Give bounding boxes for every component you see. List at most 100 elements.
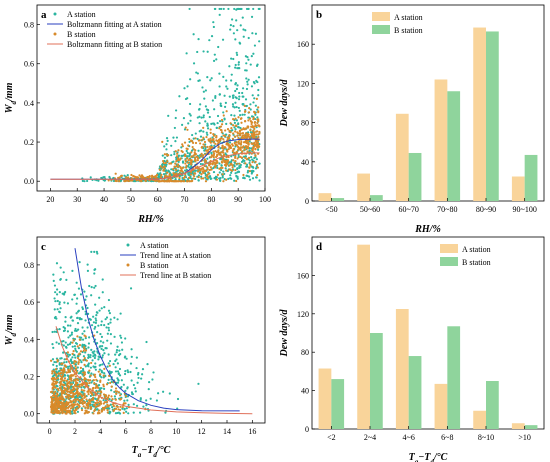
a-station-point bbox=[132, 383, 136, 387]
a-station-point bbox=[213, 7, 217, 11]
a-station-point bbox=[216, 114, 220, 118]
bar-a-station bbox=[473, 27, 486, 202]
b-station-point bbox=[108, 364, 111, 367]
a-station-point bbox=[235, 8, 238, 11]
a-station-point bbox=[186, 85, 189, 88]
b-station-point bbox=[209, 137, 212, 140]
b-station-point bbox=[63, 398, 66, 402]
b-station-point bbox=[77, 385, 80, 388]
legend-label: B station bbox=[394, 26, 423, 35]
a-station-point bbox=[215, 176, 218, 179]
b-station-point bbox=[240, 156, 244, 159]
b-station-point bbox=[174, 162, 177, 165]
bar-a-station bbox=[511, 176, 525, 201]
b-station-point bbox=[124, 176, 128, 179]
a-station-point bbox=[205, 131, 208, 134]
b-station-point bbox=[223, 134, 226, 137]
b-station-point bbox=[52, 382, 55, 385]
b-station-point bbox=[167, 154, 170, 157]
b-station-point bbox=[110, 395, 113, 398]
b-station-point bbox=[190, 151, 193, 154]
b-station-point bbox=[247, 111, 251, 114]
a-station-point bbox=[103, 306, 106, 309]
a-station-point bbox=[131, 392, 134, 396]
a-station-point bbox=[234, 63, 237, 67]
panel-a-y-tick-label: 0.4 bbox=[24, 99, 34, 108]
a-station-point bbox=[109, 332, 112, 336]
a-station-point bbox=[101, 345, 104, 348]
b-station-point bbox=[96, 412, 100, 415]
a-station-point bbox=[242, 95, 245, 98]
b-station-point bbox=[213, 161, 216, 164]
b-station-point bbox=[159, 165, 162, 168]
a-station-point bbox=[116, 377, 119, 380]
a-station-point bbox=[113, 316, 116, 319]
b-station-point bbox=[235, 151, 238, 154]
a-station-point bbox=[75, 329, 78, 332]
b-station-point bbox=[93, 408, 97, 411]
a-station-point bbox=[188, 7, 191, 11]
b-station-point bbox=[97, 370, 100, 373]
bar-b-station bbox=[524, 154, 538, 201]
a-station-point bbox=[212, 21, 215, 24]
b-station-point bbox=[78, 338, 81, 341]
b-station-point bbox=[130, 173, 133, 177]
a-station-point bbox=[206, 133, 209, 136]
a-station-point bbox=[83, 290, 86, 293]
a-station-point bbox=[257, 88, 260, 92]
a-station-point bbox=[62, 344, 65, 347]
b-station-point bbox=[180, 180, 183, 183]
b-station-point bbox=[239, 143, 242, 146]
b-station-point bbox=[73, 411, 76, 414]
a-station-point bbox=[121, 348, 124, 351]
b-station-point bbox=[97, 409, 101, 412]
b-station-point bbox=[201, 138, 204, 141]
a-station-point bbox=[213, 53, 216, 56]
a-station-point bbox=[217, 45, 220, 49]
a-station-point bbox=[103, 372, 106, 375]
a-station-point bbox=[213, 176, 216, 180]
a-station-point bbox=[245, 163, 249, 166]
b-station-point bbox=[74, 365, 77, 368]
b-station-point bbox=[78, 393, 81, 396]
b-station-point bbox=[215, 178, 219, 181]
a-station-point bbox=[204, 120, 207, 123]
b-station-point bbox=[85, 398, 88, 401]
b-station-point bbox=[66, 382, 69, 385]
b-station-point bbox=[253, 121, 256, 124]
a-station-point bbox=[121, 407, 124, 410]
a-station-point bbox=[207, 109, 210, 112]
b-station-point bbox=[253, 127, 256, 130]
a-station-point bbox=[215, 58, 218, 61]
a-station-point bbox=[69, 324, 72, 327]
b-station-point bbox=[190, 159, 193, 162]
a-station-point bbox=[197, 179, 200, 182]
b-station-point bbox=[109, 381, 112, 385]
a-station-point bbox=[103, 352, 106, 355]
a-station-point bbox=[55, 293, 59, 296]
b-station-point bbox=[232, 151, 235, 154]
a-station-point bbox=[135, 356, 138, 359]
b-station-point bbox=[255, 133, 258, 136]
a-station-point bbox=[206, 50, 209, 53]
a-station-point bbox=[73, 329, 77, 332]
a-station-point bbox=[234, 101, 237, 104]
a-station-point bbox=[95, 250, 98, 253]
b-station-point bbox=[244, 139, 248, 142]
b-station-point bbox=[94, 406, 97, 409]
a-station-point bbox=[81, 343, 84, 346]
a-station-point bbox=[73, 345, 77, 348]
b-station-point bbox=[84, 406, 87, 409]
a-station-point bbox=[70, 331, 74, 334]
a-station-point bbox=[70, 361, 73, 365]
a-station-point bbox=[137, 376, 140, 380]
a-station-point bbox=[62, 271, 65, 274]
a-station-point bbox=[189, 114, 192, 117]
a-station-point bbox=[53, 297, 56, 300]
a-station-point bbox=[170, 154, 173, 157]
b-station-point bbox=[88, 400, 91, 403]
b-station-point bbox=[117, 391, 120, 394]
a-station-point bbox=[235, 119, 239, 122]
b-station-point bbox=[68, 390, 71, 393]
